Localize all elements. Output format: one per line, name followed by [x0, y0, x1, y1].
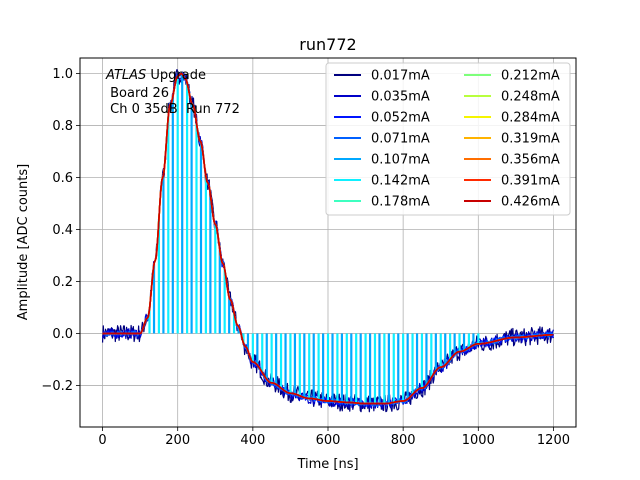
- legend-entry-label: 0.017mA: [371, 69, 430, 84]
- x-tick-label: 800: [391, 433, 416, 448]
- annotation-upgrade: Upgrade: [146, 68, 206, 83]
- legend-entry-label: 0.212mA: [501, 69, 560, 84]
- legend: 0.017mA 0.035mA 0.052mA 0.071mA 0.107mA 0.142…: [325, 62, 571, 216]
- legend-entry-label: 0.178mA: [371, 195, 430, 210]
- legend-entry-label: 0.319mA: [501, 132, 560, 147]
- legend-entry-label: 0.071mA: [371, 132, 430, 147]
- x-tick-label: 0: [98, 433, 106, 448]
- annotation-atlas: ATLAS: [105, 68, 146, 83]
- x-tick-label: 600: [316, 433, 341, 448]
- y-tick-label: 0.8: [52, 119, 73, 134]
- x-tick-label: 1000: [462, 433, 495, 448]
- legend-entry-label: 0.284mA: [501, 111, 560, 126]
- x-tick-label: 1200: [537, 433, 570, 448]
- legend-box: [325, 62, 571, 216]
- legend-entry-label: 0.052mA: [371, 111, 430, 126]
- legend-entry-label: 0.426mA: [501, 195, 560, 210]
- legend-entry-label: 0.035mA: [371, 90, 430, 105]
- annotation-line-3: Ch 0 35dB Run 772: [106, 102, 240, 117]
- y-tick-label: 1.0: [52, 67, 73, 82]
- series-0.142mA-stems: [148, 76, 480, 404]
- legend-entry-label: 0.107mA: [371, 153, 430, 168]
- y-tick-label: 0.2: [52, 275, 73, 290]
- legend-entry-label: 0.356mA: [501, 153, 560, 168]
- atlas-annotation: ATLAS Upgrade Board 26 Ch 0 35dB Run 772: [105, 68, 240, 117]
- legend-entry-label: 0.142mA: [371, 174, 430, 189]
- series-line-0.426mA: [102, 72, 554, 405]
- annotation-line-1: ATLAS Upgrade: [105, 68, 206, 83]
- chart-title: run772: [299, 35, 356, 54]
- x-axis-label: Time [ns]: [296, 457, 358, 472]
- axis-ticks: 0 200 400 600 800 1000 1200 −0.2 0.0 0.2 0.4 0.6 0.8…: [41, 67, 570, 448]
- x-tick-label: 200: [165, 433, 190, 448]
- y-tick-label: 0.0: [52, 327, 73, 342]
- annotation-line-2: Board 26: [106, 86, 169, 101]
- legend-entry-label: 0.391mA: [501, 174, 560, 189]
- y-tick-label: −0.2: [41, 379, 73, 394]
- y-axis-label: Amplitude [ADC counts]: [16, 164, 31, 320]
- plot-series: [101, 68, 555, 413]
- legend-entry-label: 0.248mA: [501, 90, 560, 105]
- series-0.107mA-stems: [152, 74, 475, 404]
- x-tick-label: 400: [240, 433, 265, 448]
- y-tick-label: 0.4: [52, 223, 73, 238]
- y-tick-label: 0.6: [52, 171, 73, 186]
